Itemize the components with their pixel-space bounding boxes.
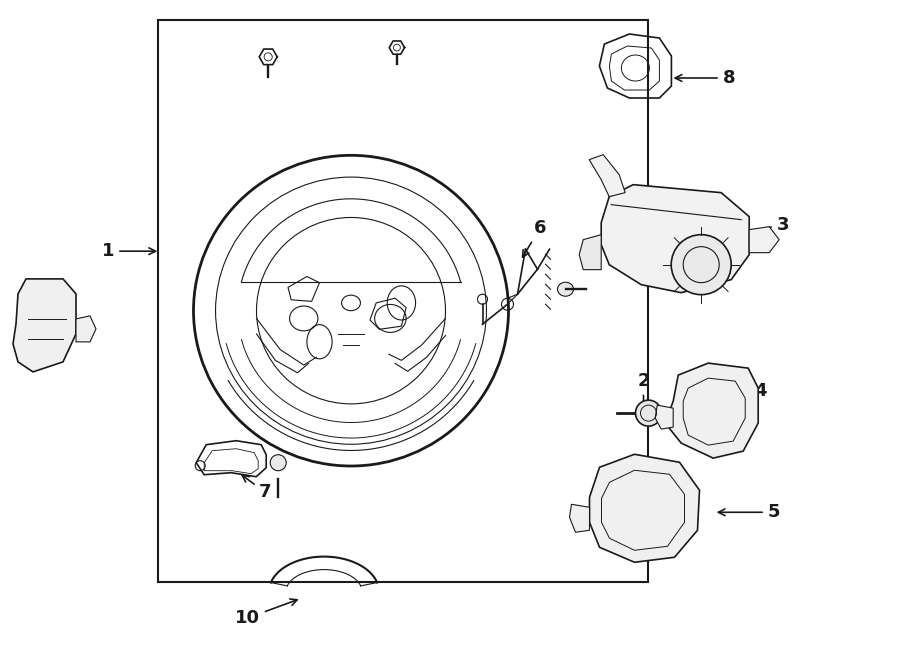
Text: 10: 10 bbox=[235, 599, 297, 627]
Bar bbox=[158, 20, 648, 582]
Text: 1: 1 bbox=[102, 242, 156, 260]
Polygon shape bbox=[590, 155, 625, 197]
Ellipse shape bbox=[671, 235, 731, 295]
Polygon shape bbox=[580, 235, 601, 270]
Polygon shape bbox=[601, 184, 749, 293]
Ellipse shape bbox=[635, 400, 662, 426]
Polygon shape bbox=[76, 316, 96, 342]
Polygon shape bbox=[570, 504, 590, 532]
Text: 7: 7 bbox=[242, 475, 272, 502]
Polygon shape bbox=[749, 227, 779, 253]
Ellipse shape bbox=[270, 455, 286, 471]
Ellipse shape bbox=[194, 155, 508, 466]
Polygon shape bbox=[13, 279, 76, 372]
Text: 6: 6 bbox=[523, 219, 546, 257]
Polygon shape bbox=[655, 405, 673, 429]
Text: 8: 8 bbox=[675, 69, 735, 87]
Text: 5: 5 bbox=[718, 503, 780, 522]
Text: 4: 4 bbox=[741, 382, 767, 419]
Polygon shape bbox=[590, 454, 699, 563]
Text: 2: 2 bbox=[637, 371, 650, 410]
Text: 9: 9 bbox=[52, 285, 65, 319]
Polygon shape bbox=[665, 363, 758, 458]
Ellipse shape bbox=[557, 282, 573, 296]
Text: 3: 3 bbox=[688, 215, 789, 246]
